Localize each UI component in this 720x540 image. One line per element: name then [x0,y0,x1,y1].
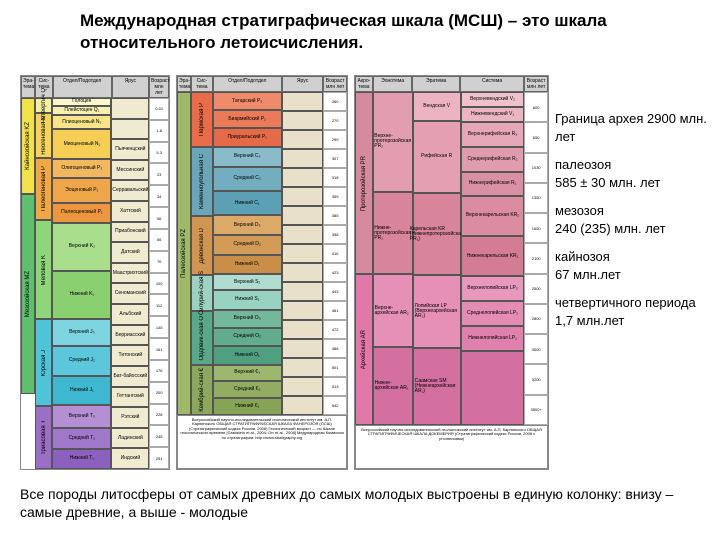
chart3-footer: Всероссийский научно-исследовательский г… [355,425,548,469]
col-system: Верхневендский V₂Нижневендский V₁Верхнер… [461,92,525,425]
side-l4: кайнозоя 67 млн.лет [555,248,710,283]
hdr-system: Система [460,76,524,92]
col-ages: 6006501030135016502100250028003000320035… [524,92,548,425]
hdr-era: Эра-тема [21,76,35,98]
bottom-text: Все породы литосферы от самых древних до… [20,485,700,521]
page-title: Международная стратиграфическая шкала (М… [80,10,640,54]
hdr-sys: Сис-тема [191,76,213,92]
hdr-dept: Отдел/Подотдел [53,76,112,98]
hdr-age: Возраст млн лет [524,76,548,92]
chart2-footer: Всероссийский научно-исследовательский г… [177,415,347,469]
col-erath: Вендская VРифейская RКарельская KR (Нижн… [413,92,461,425]
side-l2: палеозоя 585 ± 30 млн. лет [555,156,710,191]
chart-paleozoic: Эра-тема Сис-тема Отдел/Подотдел Ярус Во… [176,75,348,470]
col-stage [282,92,324,415]
side-l1: Граница архея 2900 млн. лет [555,110,710,145]
hdr-age: Возраст млн лет [323,76,347,92]
col-dept: ГолоценПлейстоцен Q₁Плиоценовый N₂Миоцен… [52,98,111,469]
hdr-stage: Ярус [282,76,323,92]
col-akro: Протерозойская PRАрхейская AR [355,92,373,425]
col-dept: Татарский P₃Биармийский P₂Приуральский P… [213,92,282,415]
col-system: Четвертич QНеогеновая NПалеогеновая PМел… [35,98,53,469]
hdr-stage: Ярус [112,76,149,98]
chart-phanerozoic-left: Эра-тема Сис-тема Отдел/Подотдел Ярус Во… [20,75,170,470]
col-ages: 2602702993073183593853984164234434614724… [323,92,347,415]
col-ages: 0.011.85.3233456657010011214516117620022… [149,98,169,469]
hdr-dept: Отдел/Подотдел [213,76,282,92]
hdr-era: Эра-тема [177,76,191,92]
col-era: Кайнозойская KZМезозойская MZ [21,98,35,469]
hdr-age: Возраст млн лет [149,76,169,98]
side-l5: четвертичного периода 1,7 млн.лет [555,294,710,329]
hdr-akro: Акро-тема [355,76,373,92]
hdr-eono: Эонотема [373,76,413,92]
side-text: Граница архея 2900 млн. лет палеозоя 585… [555,110,710,340]
col-system: Пермская PКаменноугольная CДевонская DСи… [191,92,213,415]
col-eono: Верхне-протерозойская PR₂Нижне-протерозо… [373,92,413,425]
side-l3: мезозоя 240 (235) млн. лет [555,202,710,237]
col-era: Палеозойская PZ [177,92,191,415]
hdr-erath: Эратема [412,76,460,92]
chart-precambrian: Акро-тема Эонотема Эратема Система Возра… [354,75,549,470]
col-stage: ПьяченцскийМессинскийСерравальскийХаттск… [111,98,149,469]
